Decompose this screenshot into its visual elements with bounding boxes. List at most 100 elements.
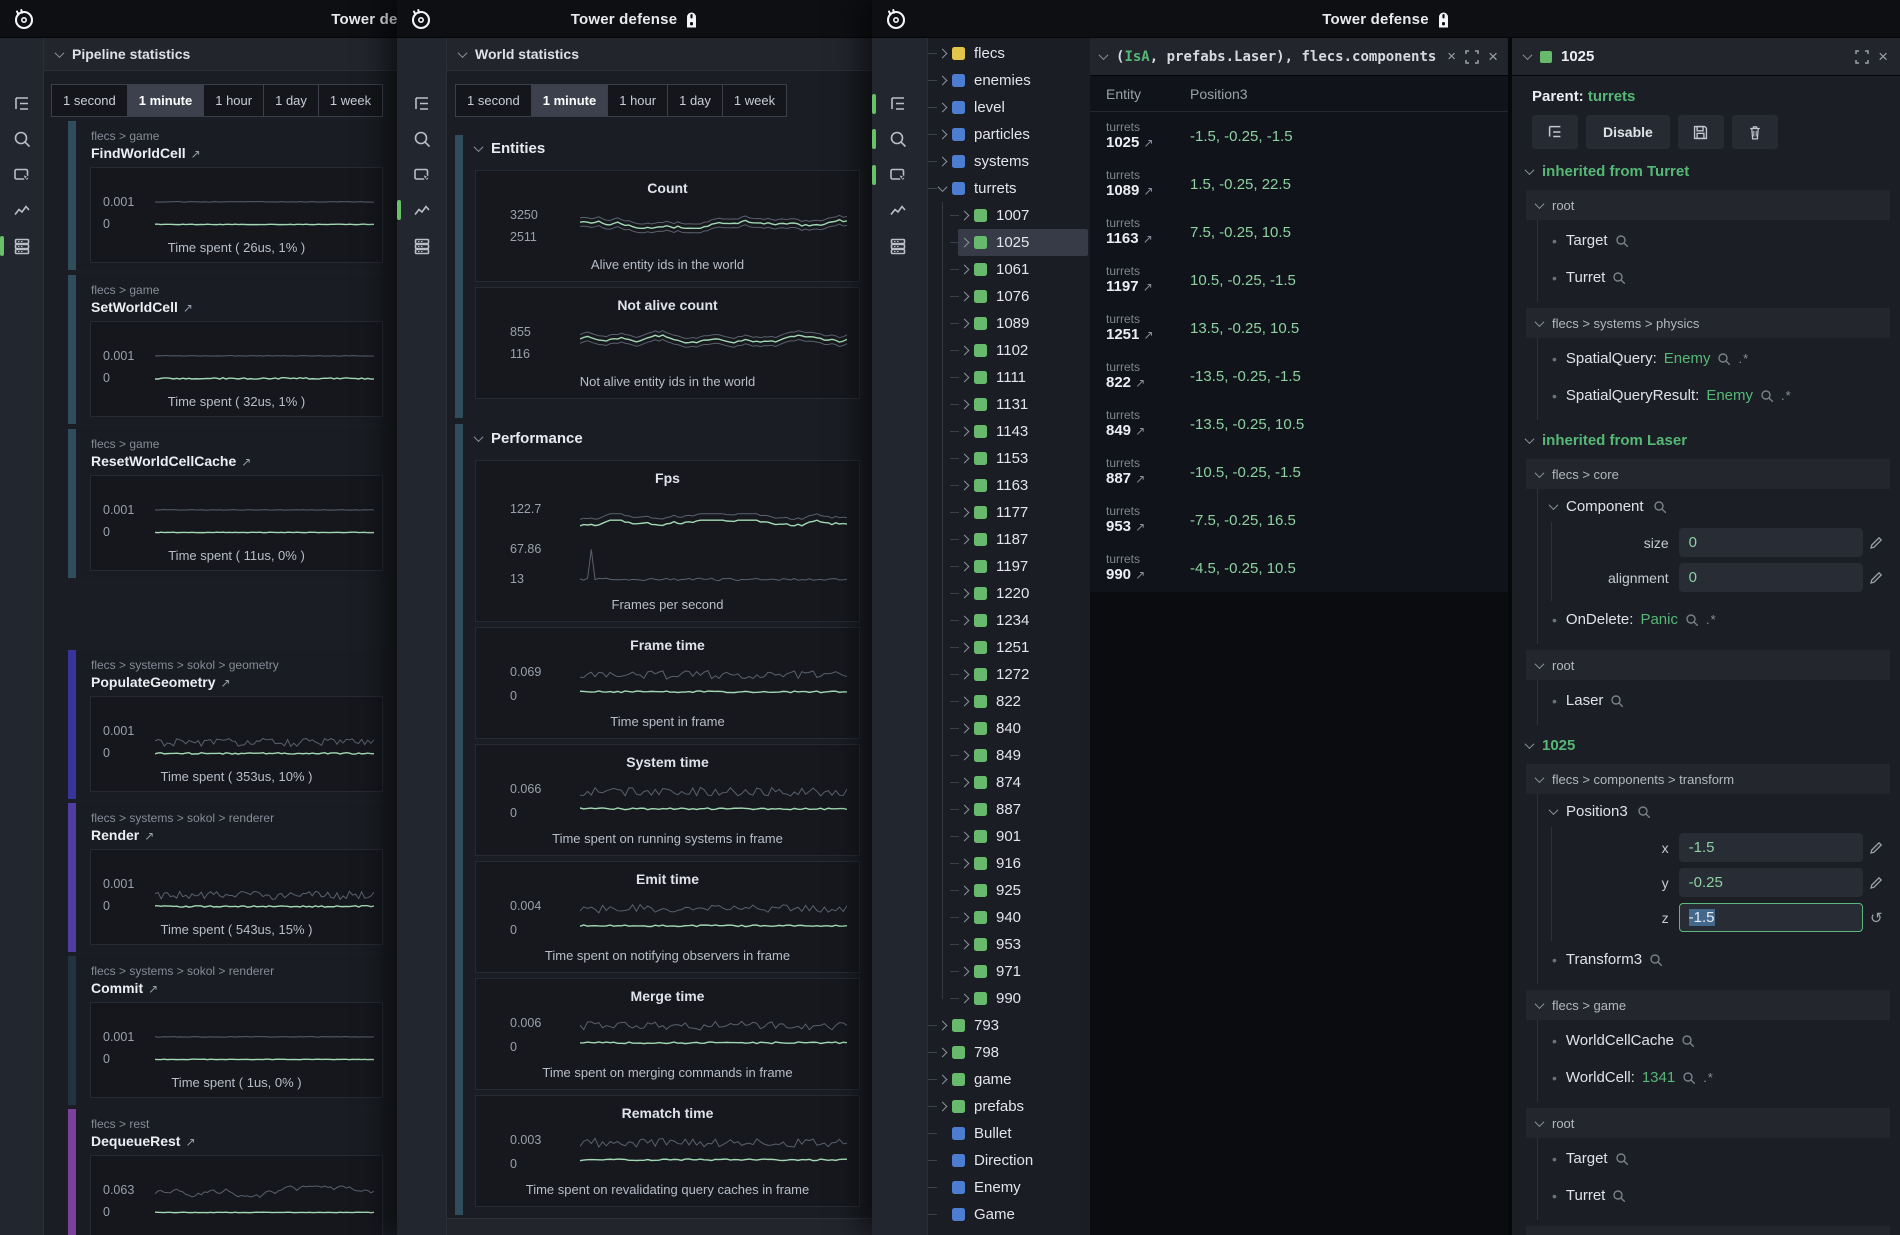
query-icon[interactable] — [12, 165, 32, 185]
parent-link[interactable]: turrets — [1587, 88, 1636, 105]
collapse-chevron-icon[interactable] — [1522, 50, 1533, 61]
tree-item-971[interactable]: 971 — [928, 958, 1090, 985]
titlebar[interactable]: Tower defense — [872, 0, 1900, 38]
chevron-right-icon[interactable] — [937, 102, 948, 113]
chevron-right-icon[interactable] — [959, 507, 970, 518]
tab-1-hour[interactable]: 1 hour — [608, 85, 669, 116]
component-item-SpatialQueryResult[interactable]: • SpatialQueryResult: Enemy .* — [1538, 377, 1890, 414]
tree-item-1272[interactable]: 1272 — [928, 661, 1090, 688]
tree-item-1131[interactable]: 1131 — [928, 391, 1090, 418]
search-icon[interactable] — [1760, 389, 1774, 403]
tab-1-day[interactable]: 1 day — [264, 85, 319, 116]
component-item-Transform3[interactable]: • Transform3 — [1538, 941, 1890, 978]
pair-icon[interactable]: .* — [1705, 612, 1717, 627]
chevron-down-icon[interactable] — [937, 182, 948, 193]
statistics-icon[interactable] — [412, 200, 432, 220]
module-bar[interactable]: flecs > systems > physics — [1526, 308, 1890, 338]
search-icon[interactable] — [1637, 805, 1651, 819]
pair-icon[interactable]: .* — [1781, 388, 1792, 403]
chevron-right-icon[interactable] — [959, 264, 970, 275]
search-icon[interactable] — [1682, 1071, 1696, 1085]
component-target-link[interactable]: Panic — [1640, 611, 1678, 628]
field-input-alignment[interactable]: 0 — [1678, 563, 1863, 592]
module-bar[interactable]: flecs > systems > physics — [1526, 1226, 1890, 1235]
chevron-right-icon[interactable] — [959, 453, 970, 464]
tree-item-1143[interactable]: 1143 — [928, 418, 1090, 445]
chevron-right-icon[interactable] — [959, 966, 970, 977]
chevron-right-icon[interactable] — [959, 885, 970, 896]
tables-icon[interactable] — [12, 236, 32, 256]
search-icon[interactable] — [888, 129, 908, 149]
module-bar[interactable]: flecs > core — [1526, 459, 1890, 489]
query-result-row[interactable]: turrets 1025 ↗ -1.5, -0.25, -1.5 — [1090, 112, 1508, 160]
tree-item-enemies[interactable]: enemies — [928, 67, 1090, 94]
panel-header[interactable]: Pipeline statistics — [44, 38, 397, 71]
search-icon[interactable] — [1612, 271, 1626, 285]
component-section-inherited-from-laser[interactable]: inherited from Laser — [1524, 432, 1890, 449]
component-expand-position3[interactable]: Position3 — [1538, 796, 1890, 827]
chevron-right-icon[interactable] — [959, 669, 970, 680]
chevron-right-icon[interactable] — [959, 426, 970, 437]
tree-item-1089[interactable]: 1089 — [928, 310, 1090, 337]
pair-icon[interactable]: .* — [1703, 1070, 1714, 1085]
entity-id-link[interactable]: 953 ↗ — [1106, 518, 1146, 535]
search-icon[interactable] — [1681, 1034, 1695, 1048]
chevron-right-icon[interactable] — [959, 318, 970, 329]
field-input-z[interactable]: -1.5 — [1678, 903, 1863, 932]
tree-item-1007[interactable]: 1007 — [928, 202, 1090, 229]
panel-header[interactable]: World statistics — [447, 38, 872, 71]
chevron-right-icon[interactable] — [959, 777, 970, 788]
chevron-right-icon[interactable] — [959, 804, 970, 815]
component-expand-component[interactable]: Component — [1538, 491, 1890, 522]
chevron-right-icon[interactable] — [959, 831, 970, 842]
tree-item-916[interactable]: 916 — [928, 850, 1090, 877]
tree-item-822[interactable]: 822 — [928, 688, 1090, 715]
entity-id-link[interactable]: 1251 ↗ — [1106, 326, 1154, 343]
chevron-right-icon[interactable] — [937, 1101, 948, 1112]
system-name-link[interactable]: DequeueRest ↗ — [91, 1133, 196, 1149]
tree-item-systems[interactable]: systems — [928, 148, 1090, 175]
tree-item-990[interactable]: 990 — [928, 985, 1090, 1012]
tree-item-flecs[interactable]: flecs — [928, 40, 1090, 67]
search-icon[interactable] — [1685, 613, 1699, 627]
tree-item-798[interactable]: 798 — [928, 1039, 1090, 1066]
entity-id-link[interactable]: 1025 ↗ — [1106, 134, 1154, 151]
chevron-right-icon[interactable] — [959, 750, 970, 761]
tree-item-game[interactable]: game — [928, 1066, 1090, 1093]
expand-panel-icon[interactable] — [1465, 49, 1479, 64]
chevron-right-icon[interactable] — [959, 480, 970, 491]
entity-id-link[interactable]: 1089 ↗ — [1106, 182, 1154, 199]
tree-item-Enemy[interactable]: Enemy — [928, 1174, 1090, 1201]
component-item-Turret[interactable]: • Turret — [1538, 1177, 1890, 1214]
component-item-Target[interactable]: • Target — [1538, 1140, 1890, 1177]
component-item-Turret[interactable]: • Turret — [1538, 259, 1890, 296]
search-icon[interactable] — [1615, 234, 1629, 248]
clear-query-icon[interactable]: × — [1447, 48, 1457, 65]
chevron-right-icon[interactable] — [959, 588, 970, 599]
tab-1-day[interactable]: 1 day — [668, 85, 723, 116]
tree-item-1025[interactable]: 1025 — [928, 229, 1090, 256]
tree-item-turrets[interactable]: turrets — [928, 175, 1090, 202]
field-input-y[interactable]: -0.25 — [1678, 868, 1863, 897]
query-result-row[interactable]: turrets 849 ↗ -13.5, -0.25, 10.5 — [1090, 400, 1508, 448]
chevron-right-icon[interactable] — [937, 1020, 948, 1031]
tab-1-hour[interactable]: 1 hour — [204, 85, 265, 116]
query-result-row[interactable]: turrets 1251 ↗ 13.5, -0.25, 10.5 — [1090, 304, 1508, 352]
statistics-icon[interactable] — [12, 200, 32, 220]
system-name-link[interactable]: ResetWorldCellCache ↗ — [91, 453, 252, 469]
tree-item-953[interactable]: 953 — [928, 931, 1090, 958]
tree-item-840[interactable]: 840 — [928, 715, 1090, 742]
component-item-SpatialQuery[interactable]: • SpatialQuery: Enemy .* — [1538, 340, 1890, 377]
tree-item-1177[interactable]: 1177 — [928, 499, 1090, 526]
query-result-row[interactable]: turrets 990 ↗ -4.5, -0.25, 10.5 — [1090, 544, 1508, 592]
chevron-right-icon[interactable] — [959, 615, 970, 626]
chevron-right-icon[interactable] — [937, 129, 948, 140]
query-result-row[interactable]: turrets 1089 ↗ 1.5, -0.25, 22.5 — [1090, 160, 1508, 208]
field-input-x[interactable]: -1.5 — [1678, 833, 1863, 862]
edit-pencil-icon[interactable] — [1863, 536, 1890, 550]
chevron-right-icon[interactable] — [959, 345, 970, 356]
module-bar[interactable]: root — [1526, 650, 1890, 680]
tab-1-second[interactable]: 1 second — [52, 85, 128, 116]
section-header-performance[interactable]: Performance — [473, 430, 583, 447]
entity-id-link[interactable]: 887 ↗ — [1106, 470, 1146, 487]
